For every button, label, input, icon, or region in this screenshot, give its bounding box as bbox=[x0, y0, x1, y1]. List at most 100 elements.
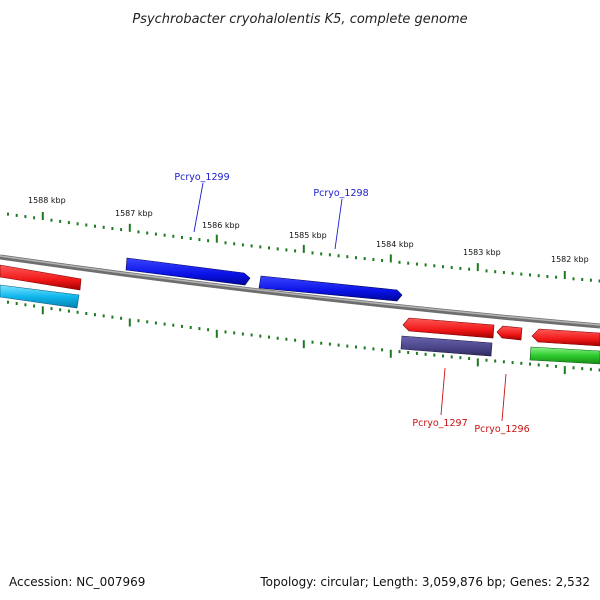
minor-tick bbox=[181, 324, 183, 328]
minor-tick bbox=[111, 227, 114, 230]
minor-tick bbox=[311, 251, 314, 255]
minor-tick bbox=[468, 267, 471, 271]
minor-tick bbox=[381, 259, 384, 262]
minor-tick bbox=[328, 253, 331, 257]
minor-tick bbox=[502, 271, 505, 274]
major-tick bbox=[302, 244, 305, 253]
major-tick bbox=[41, 212, 44, 220]
minor-tick bbox=[276, 336, 279, 340]
minor-tick bbox=[137, 230, 140, 234]
topology-text: Topology: circular; Length: 3,059,876 bp… bbox=[260, 575, 590, 589]
minor-tick bbox=[137, 319, 140, 323]
minor-tick bbox=[94, 224, 96, 228]
minor-tick bbox=[189, 326, 192, 329]
minor-tick bbox=[241, 332, 244, 336]
label-line-pcryo-1298 bbox=[334, 198, 343, 250]
minor-tick bbox=[433, 264, 436, 268]
minor-tick bbox=[398, 350, 401, 354]
minor-tick bbox=[15, 302, 18, 305]
minor-tick bbox=[294, 338, 297, 342]
minor-tick bbox=[459, 266, 462, 270]
minor-tick bbox=[407, 261, 410, 265]
major-tick bbox=[389, 349, 392, 358]
major-tick bbox=[215, 234, 218, 243]
minor-tick bbox=[94, 313, 96, 317]
minor-tick bbox=[555, 364, 558, 368]
minor-tick bbox=[33, 304, 36, 308]
minor-tick bbox=[50, 218, 53, 222]
minor-tick bbox=[546, 364, 549, 368]
major-tick bbox=[302, 340, 305, 349]
minor-tick bbox=[241, 243, 244, 247]
minor-tick bbox=[224, 241, 227, 245]
minor-tick bbox=[59, 308, 62, 312]
minor-tick bbox=[111, 315, 114, 319]
minor-tick bbox=[485, 358, 488, 362]
label-line-pcryo-1299 bbox=[193, 182, 204, 233]
gene-label-pcryo-1296[interactable]: Pcryo_1296 bbox=[474, 424, 529, 435]
gene-label-pcryo-1297[interactable]: Pcryo_1297 bbox=[412, 418, 467, 429]
minor-tick bbox=[102, 314, 105, 318]
minor-tick bbox=[589, 278, 592, 282]
minor-tick bbox=[146, 231, 149, 235]
minor-tick bbox=[224, 330, 227, 334]
scale-label: 1585 kbp bbox=[289, 231, 327, 240]
minor-tick bbox=[268, 246, 270, 250]
minor-tick bbox=[154, 232, 157, 236]
gene-red-right-3[interactable] bbox=[531, 328, 600, 347]
gene-pcryo-1298[interactable] bbox=[258, 275, 403, 302]
minor-tick bbox=[442, 265, 444, 269]
scale-ticks-upper bbox=[7, 212, 600, 283]
minor-tick bbox=[172, 234, 175, 238]
minor-tick bbox=[198, 238, 201, 242]
minor-tick bbox=[163, 233, 166, 237]
minor-tick bbox=[67, 309, 70, 313]
minor-tick bbox=[442, 354, 444, 358]
gene-red-right-1[interactable] bbox=[402, 317, 495, 339]
minor-tick bbox=[328, 342, 331, 346]
minor-tick bbox=[7, 212, 9, 216]
scale-ticks-lower bbox=[7, 300, 600, 375]
minor-tick bbox=[154, 321, 157, 325]
minor-tick bbox=[520, 272, 523, 276]
minor-tick bbox=[589, 367, 592, 371]
minor-tick bbox=[346, 255, 349, 259]
minor-tick bbox=[433, 353, 436, 357]
gene-label-pcryo-1298[interactable]: Pcryo_1298 bbox=[313, 188, 368, 199]
minor-tick bbox=[85, 223, 88, 227]
minor-tick bbox=[502, 360, 505, 364]
accession-text: Accession: NC_007969 bbox=[9, 575, 146, 589]
minor-tick bbox=[285, 248, 288, 252]
major-tick bbox=[128, 223, 131, 232]
minor-tick bbox=[398, 260, 401, 264]
minor-tick bbox=[555, 275, 558, 279]
minor-tick bbox=[459, 356, 462, 360]
gene-pcryo-1297[interactable] bbox=[400, 335, 493, 357]
minor-tick bbox=[450, 266, 453, 269]
minor-tick bbox=[207, 328, 210, 332]
gene-green-right[interactable] bbox=[529, 346, 600, 365]
minor-tick bbox=[407, 351, 410, 354]
minor-tick bbox=[102, 225, 105, 229]
minor-tick bbox=[276, 247, 279, 251]
minor-tick bbox=[33, 216, 36, 220]
minor-tick bbox=[415, 262, 418, 266]
scale-label: 1582 kbp bbox=[551, 255, 589, 264]
map-title: Psychrobacter cryohalolentis K5, complet… bbox=[132, 12, 467, 27]
gene-cyan-left[interactable] bbox=[0, 284, 80, 309]
major-tick bbox=[563, 366, 566, 375]
minor-tick bbox=[294, 249, 297, 253]
minor-tick bbox=[355, 345, 357, 349]
gene-red-right-2[interactable] bbox=[496, 325, 523, 341]
minor-tick bbox=[355, 256, 357, 260]
minor-tick bbox=[537, 274, 540, 278]
minor-tick bbox=[233, 242, 236, 246]
gene-label-pcryo-1299[interactable]: Pcryo_1299 bbox=[174, 172, 229, 183]
minor-tick bbox=[59, 219, 62, 223]
gene-red-left[interactable] bbox=[0, 264, 82, 291]
genome-backbone bbox=[0, 254, 600, 329]
label-line-pcryo-1297 bbox=[440, 367, 446, 416]
minor-tick bbox=[424, 352, 427, 356]
minor-tick bbox=[598, 368, 600, 372]
gene-pcryo-1299[interactable] bbox=[125, 257, 251, 286]
